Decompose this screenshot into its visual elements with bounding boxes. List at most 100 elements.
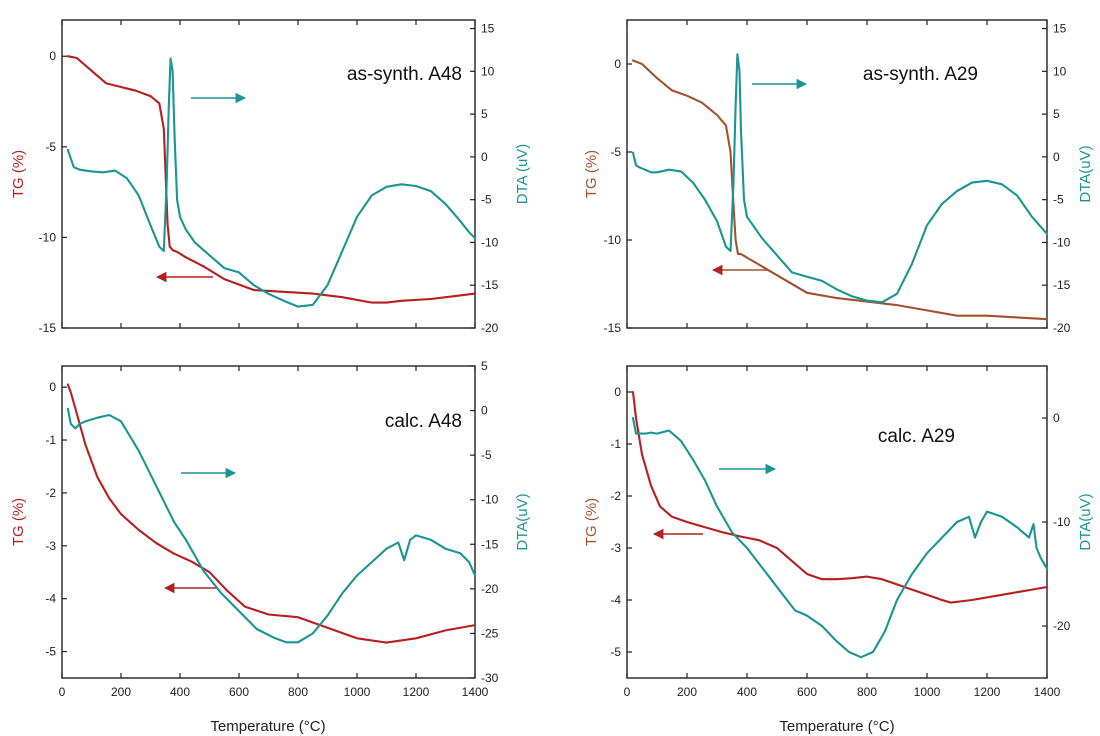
y-left-tick-label: -5 [610,645,621,659]
y-left-tick-label: -15 [39,321,57,335]
y-left-ticks: -15 -10 -5 0 [604,57,632,335]
panel-title: calc. A29 [878,426,955,447]
y-right-tick-label: 0 [481,404,488,418]
y-left-title: TG (%) [583,150,600,198]
y-left-tick-label: -10 [39,230,57,244]
x-tick-label: 800 [857,685,877,699]
y-right-tick-label: -20 [1053,619,1071,633]
y-right-title: DTA(uV) [1077,145,1094,202]
tg-curve [631,59,1049,321]
y-right-tick-label: -5 [481,193,492,207]
y-right-tick-label: 10 [481,64,495,78]
y-right-tick-label: -20 [481,582,499,596]
x-tick-label: 1200 [403,685,430,699]
plot-frame [61,365,476,679]
panel-title: calc. A48 [385,411,462,432]
y-right-tick-label: 15 [1053,22,1067,36]
y-left-ticks: -15 -10 -5 0 [39,49,67,335]
x-tick-label: 200 [111,685,131,699]
y-left-tick-label: -15 [604,321,622,335]
x-tick-label: 600 [797,685,817,699]
x-tick-label: 1000 [344,685,371,699]
y-right-ticks: -30 -25 -20 -15 -10 -5 0 5 [470,359,499,685]
y-left-tick-label: -3 [610,541,621,555]
y-left-tick-label: 0 [614,57,621,71]
y-right-tick-label: 5 [481,107,488,121]
x-tick-label: 1400 [1034,685,1061,699]
panel-title: as-synth. A48 [347,64,462,85]
y-right-tick-label: -5 [481,448,492,462]
dta-curve [66,407,477,644]
y-right-tick-label: -15 [1053,278,1071,292]
y-left-tick-label: -3 [45,539,56,553]
y-right-tick-label: -15 [481,278,499,292]
y-left-tick-label: -4 [610,593,621,607]
y-right-tick-label: 5 [1053,107,1060,121]
x-tick-label: 400 [737,685,757,699]
y-right-tick-label: -10 [1053,515,1071,529]
x-tick-label: 600 [229,685,249,699]
x-ticks: 0 200 400 600 800 1000 1200 1400 [59,366,489,699]
y-right-tick-label: 0 [481,150,488,164]
y-left-tick-label: 0 [49,380,56,394]
y-right-title: DTA(uV) [514,493,531,550]
y-left-ticks: -5 -4 -3 -2 -1 0 [45,380,67,659]
y-left-tick-label: -5 [610,145,621,159]
x-ticks [61,20,476,328]
series-layer [631,390,1049,659]
y-left-ticks: -5 -4 -3 -2 -1 0 [610,385,632,659]
y-right-tick-label: 5 [481,359,488,373]
x-tick-label: 800 [288,685,308,699]
series-layer [631,53,1049,321]
x-tick-label: 1400 [462,685,489,699]
dta-curve [66,57,477,308]
series-layer [66,55,477,308]
x-tick-label: 400 [170,685,190,699]
x-tick-label: 0 [624,685,631,699]
x-ticks [626,20,1048,328]
x-axis-title: Temperature (°C) [210,718,325,735]
panel-as-synth-a29: -15 -10 -5 0 -20 -15 -10 -5 0 5 10 15 as-synth. A2… [583,19,1094,335]
y-right-tick-label: 0 [1053,150,1060,164]
y-right-tick-label: -20 [1053,321,1071,335]
y-right-tick-label: -20 [481,321,499,335]
y-left-tick-label: -5 [45,140,56,154]
y-left-title: TG (%) [10,498,27,546]
y-right-tick-label: 10 [1053,64,1067,78]
y-left-title: TG (%) [583,498,600,546]
y-right-tick-label: -25 [481,626,499,640]
x-tick-label: 200 [677,685,697,699]
y-left-tick-label: -2 [610,489,621,503]
y-left-tick-label: -4 [45,592,56,606]
panel-title: as-synth. A29 [863,64,978,85]
y-right-ticks: -20 -15 -10 -5 0 5 10 15 [1042,22,1071,335]
y-right-tick-label: -10 [1053,235,1071,249]
y-right-ticks: -20 -15 -10 -5 0 5 10 15 [470,22,499,335]
y-right-tick-label: -30 [481,671,499,685]
panel-calc-a48: 0 200 400 600 800 1000 1200 1400 -5-4-3-2-10 -3… [10,359,531,735]
plot-frame [626,19,1048,329]
x-tick-label: 1200 [974,685,1001,699]
x-tick-label: 1000 [914,685,941,699]
x-axis-title: Temperature (°C) [779,718,894,735]
y-right-tick-label: -5 [1053,193,1064,207]
y-left-tick-label: -10 [604,233,622,247]
y-left-tick-label: 0 [49,49,56,63]
tg-curve [631,390,1049,604]
y-left-tick-label: -1 [610,437,621,451]
dta-curve [631,416,1049,659]
y-left-tick-label: 0 [614,385,621,399]
plot-frame [61,19,476,329]
y-right-tick-label: -15 [481,537,499,551]
y-left-tick-label: -2 [45,486,56,500]
y-right-title: DTA (uV) [514,144,531,205]
series-layer [66,383,477,644]
y-right-ticks: -20 -10 0 [1042,411,1071,633]
y-right-tick-label: -10 [481,493,499,507]
dta-curve [631,53,1049,304]
x-tick-label: 0 [59,685,66,699]
x-ticks: 0 200 400 600 800 1000 1200 1400 [624,366,1061,699]
y-right-tick-label: 0 [1053,411,1060,425]
y-left-tick-label: -1 [45,433,56,447]
